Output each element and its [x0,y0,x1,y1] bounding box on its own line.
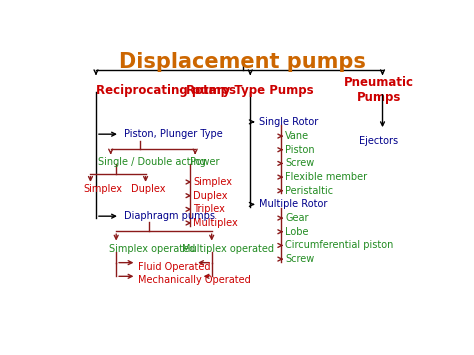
Text: Simplex operated: Simplex operated [109,244,195,254]
Text: Reciprocating pumps: Reciprocating pumps [96,84,236,97]
Text: Pneumatic
Pumps: Pneumatic Pumps [344,76,414,104]
Text: Power: Power [190,157,219,166]
Text: Displacement pumps: Displacement pumps [119,52,366,72]
Text: Multiplex: Multiplex [193,218,238,228]
Text: Simplex: Simplex [193,177,232,187]
Text: Simplex: Simplex [83,184,122,194]
Text: Fluid Operated: Fluid Operated [138,262,211,272]
Text: Single / Double acting: Single / Double acting [98,157,206,166]
Text: Duplex: Duplex [131,184,165,194]
Text: Mechanically Operated: Mechanically Operated [138,275,251,285]
Text: Vane: Vane [285,131,310,141]
Text: Single Rotor: Single Rotor [259,117,319,127]
Text: Ejectors: Ejectors [359,136,399,146]
Text: Triplex: Triplex [193,204,225,214]
Text: Diaphragm pumps: Diaphragm pumps [124,211,215,221]
Text: Flexible member: Flexible member [285,172,367,182]
Text: Multiplex operated: Multiplex operated [182,244,274,254]
Text: Screw: Screw [285,254,314,264]
Text: Piston, Plunger Type: Piston, Plunger Type [124,129,222,139]
Text: Screw: Screw [285,158,314,168]
Text: Peristaltic: Peristaltic [285,186,333,196]
Text: Circumferential piston: Circumferential piston [285,240,393,250]
Text: Gear: Gear [285,213,309,223]
Text: Piston: Piston [285,145,315,155]
Text: Lobe: Lobe [285,227,309,237]
Text: Rotary Type Pumps: Rotary Type Pumps [186,84,314,97]
Text: Duplex: Duplex [193,191,228,201]
Text: Multiple Rotor: Multiple Rotor [259,200,328,209]
